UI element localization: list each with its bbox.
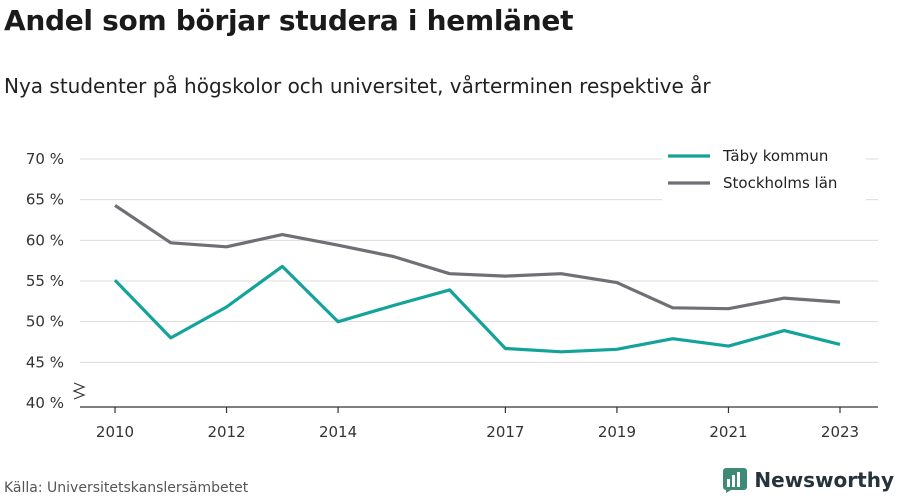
y-tick-label: 65 % <box>26 191 64 209</box>
brand-logo[interactable]: Newsworthy <box>722 467 894 493</box>
y-tick-label: 55 % <box>26 272 64 290</box>
axis-break-icon <box>72 382 86 400</box>
x-tick-label: 2023 <box>821 423 859 441</box>
bar-chart-logo-icon <box>723 468 748 493</box>
legend-label: Täby kommun <box>722 147 828 165</box>
x-tick-label: 2017 <box>486 423 524 441</box>
x-tick-label: 2014 <box>319 423 357 441</box>
y-tick-label: 40 % <box>26 394 64 412</box>
y-tick-label: 60 % <box>26 231 64 249</box>
x-tick-label: 2012 <box>207 423 245 441</box>
x-tick-label: 2021 <box>709 423 747 441</box>
x-tick-label: 2010 <box>96 423 134 441</box>
chart-subtitle: Nya studenter på högskolor och universit… <box>4 74 711 98</box>
series-line <box>114 204 841 311</box>
series-line <box>113 264 841 354</box>
legend-box <box>662 140 866 202</box>
y-tick-label: 45 % <box>26 353 64 371</box>
y-tick-label: 50 % <box>26 313 64 331</box>
chart-title: Andel som börjar studera i hemlänet <box>4 4 574 37</box>
y-tick-label: 70 % <box>26 150 64 168</box>
source-note: Källa: Universitetskanslersämbetet <box>4 480 249 496</box>
brand-name: Newsworthy <box>754 468 894 492</box>
legend-label: Stockholms län <box>723 174 837 192</box>
x-tick-label: 2019 <box>598 423 636 441</box>
